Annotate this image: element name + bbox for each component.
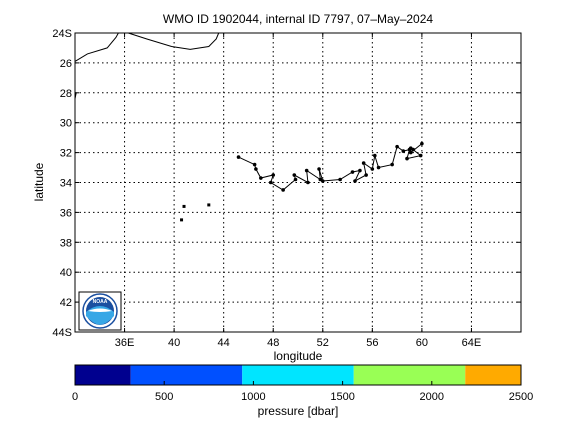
profile-marker <box>408 150 413 155</box>
profile-marker <box>236 155 241 159</box>
profile-marker <box>420 141 424 146</box>
track-points <box>180 141 424 222</box>
y-tick-label: 32 <box>60 148 72 160</box>
colorbar-ticks: 0 500 1000 1500 2000 2500 <box>72 381 533 403</box>
profile-marker <box>353 179 357 183</box>
profile-marker <box>320 179 325 183</box>
profile-marker <box>390 162 394 167</box>
colorbar-tick-label: 2500 <box>509 391 533 403</box>
profile-marker <box>304 168 309 173</box>
colorbar-tick-label: 500 <box>155 391 173 403</box>
colorbar-tick-label: 0 <box>72 391 78 403</box>
colorbar-segment <box>242 365 354 385</box>
profile-marker <box>317 167 321 171</box>
y-tick-label: 30 <box>60 118 72 130</box>
isolated-marker <box>180 218 184 222</box>
x-axis-label: longitude <box>274 349 323 363</box>
noaa-logo: NOAA <box>78 291 122 331</box>
isolated-marker <box>182 204 186 208</box>
profile-marker <box>254 167 258 171</box>
y-tick-label: 36 <box>60 207 72 219</box>
profile-marker <box>306 180 310 185</box>
x-tick-label: 64E <box>462 337 482 349</box>
profile-marker <box>358 168 362 173</box>
colorbar-segment <box>75 365 131 385</box>
y-tick-label: 38 <box>60 237 72 249</box>
isolated-marker <box>207 203 211 207</box>
x-axis-ticks: 36E 40 44 48 52 56 60 64E <box>115 33 481 349</box>
x-tick-label: 56 <box>366 337 378 349</box>
profile-marker <box>408 146 413 150</box>
pressure-colorbar <box>75 365 521 385</box>
profile-marker <box>405 156 409 161</box>
profile-marker <box>338 177 342 182</box>
y-tick-label: 34 <box>60 178 72 190</box>
logo-text: NOAA <box>93 299 108 305</box>
y-tick-label: 26 <box>60 58 72 70</box>
colorbar-segment <box>130 365 243 385</box>
logo-bird-icon <box>88 308 112 312</box>
profile-marker <box>395 144 399 149</box>
colorbar-frame <box>74 364 522 386</box>
x-tick-label: 44 <box>218 337 230 349</box>
colorbar-segment <box>353 365 466 385</box>
coastline <box>128 32 220 50</box>
colorbar-tick-label: 1500 <box>330 391 354 403</box>
x-tick-label: 36E <box>115 337 135 349</box>
y-axis-label: latitude <box>32 162 46 201</box>
profile-marker <box>252 162 257 167</box>
x-tick-label: 48 <box>267 337 279 349</box>
y-tick-label: 42 <box>60 297 72 309</box>
profile-marker <box>370 167 375 171</box>
x-tick-label: 52 <box>317 337 329 349</box>
colorbar-segment <box>465 365 521 385</box>
y-tick-label: 28 <box>60 88 72 100</box>
profile-marker <box>373 153 377 158</box>
profile-marker <box>271 173 276 177</box>
map-title: WMO ID 1902044, internal ID 7797, 07–May… <box>163 12 433 26</box>
y-tick-label: 40 <box>60 267 72 279</box>
profile-marker <box>350 170 355 174</box>
x-tick-label: 60 <box>416 337 428 349</box>
profile-marker <box>376 165 381 170</box>
x-tick-label: 40 <box>168 337 180 349</box>
profile-marker <box>281 188 285 192</box>
colorbar-tick-label: 1000 <box>241 391 265 403</box>
map-area <box>75 33 521 332</box>
profile-marker <box>259 176 263 180</box>
y-tick-label: 24S <box>52 28 72 40</box>
profile-marker <box>361 161 366 165</box>
profile-marker <box>364 173 368 177</box>
profile-marker <box>268 180 273 185</box>
profile-marker <box>292 173 297 177</box>
profile-marker <box>401 149 406 153</box>
colorbar-tick-label: 2000 <box>420 391 444 403</box>
colorbar-label: pressure [dbar] <box>258 404 339 418</box>
y-axis-ticks: 24S 26 28 30 32 34 36 38 40 42 44S <box>52 28 521 339</box>
profile-marker <box>293 177 298 182</box>
profile-marker <box>418 153 423 158</box>
coastline <box>74 32 119 62</box>
y-tick-label: 44S <box>52 327 72 339</box>
